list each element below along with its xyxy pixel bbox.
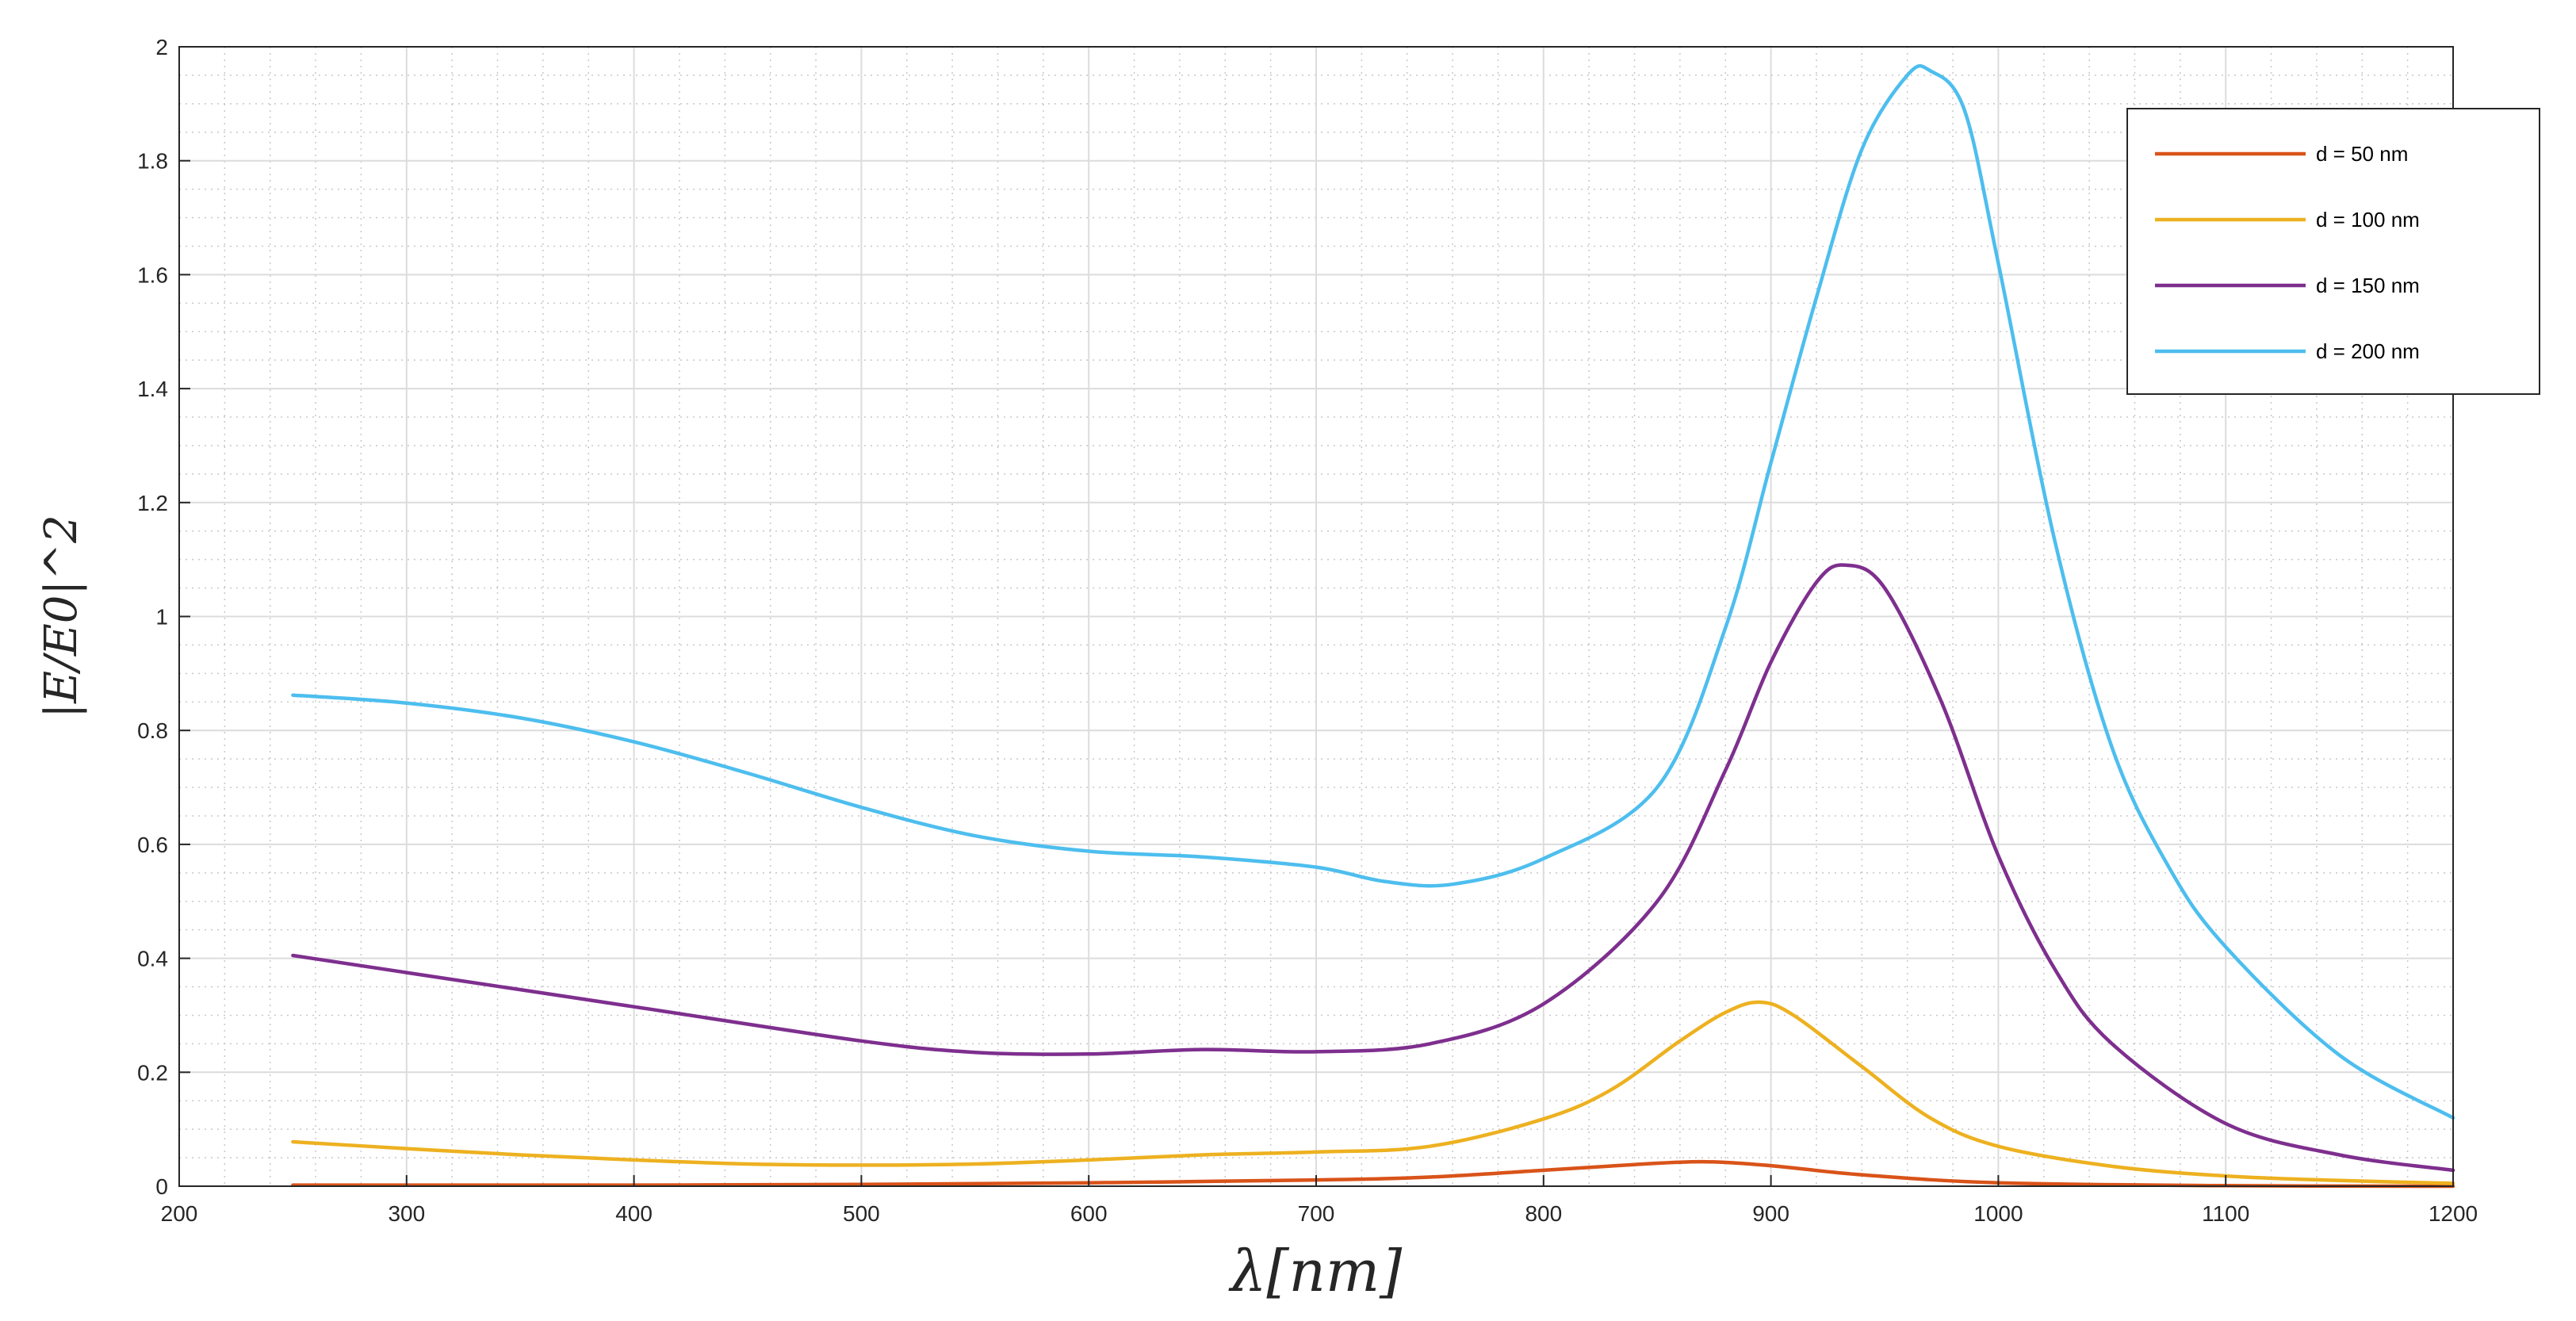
x-axis-ticks: 200 300 400 500 600 700 800 900 1000 1100 1200 bbox=[161, 1175, 2478, 1226]
y-tick-label: 2 bbox=[155, 35, 168, 59]
x-tick-label: 800 bbox=[1525, 1201, 1562, 1226]
x-tick-label: 1200 bbox=[2429, 1201, 2478, 1226]
legend: d = 50 nm d = 100 nm d = 150 nm d = 200 nm bbox=[2126, 108, 2540, 395]
x-tick-label: 200 bbox=[161, 1201, 198, 1226]
x-tick-label: 1000 bbox=[1973, 1201, 2023, 1226]
y-tick-label: 1.8 bbox=[137, 149, 168, 174]
y-tick-label: 1.6 bbox=[137, 262, 168, 287]
y-tick-label: 0.2 bbox=[137, 1060, 168, 1085]
y-tick-label: 1 bbox=[155, 605, 168, 630]
series-group bbox=[291, 63, 2455, 1189]
legend-box bbox=[2126, 108, 2540, 395]
y-axis-ticks: 0 0.2 0.4 0.6 0.8 1 1.2 1.4 1.6 1.8 2 bbox=[137, 35, 190, 1199]
y-tick-label: 0.4 bbox=[137, 947, 168, 971]
x-tick-label: 500 bbox=[843, 1201, 880, 1226]
legend-label-2: d = 100 nm bbox=[2316, 208, 2420, 232]
y-tick-label: 1.2 bbox=[137, 491, 168, 515]
x-tick-label: 400 bbox=[615, 1201, 653, 1226]
x-tick-label: 700 bbox=[1298, 1201, 1335, 1226]
y-tick-label: 0.8 bbox=[137, 718, 168, 743]
y-axis-label: |E/E0|^2 bbox=[36, 515, 87, 718]
y-tick-label: 0 bbox=[155, 1174, 168, 1199]
series-line-3 bbox=[291, 563, 2455, 1173]
x-tick-label: 300 bbox=[388, 1201, 425, 1226]
x-tick-label: 600 bbox=[1070, 1201, 1108, 1226]
series-line-2 bbox=[291, 1000, 2455, 1185]
legend-label-1: d = 50 nm bbox=[2316, 142, 2408, 166]
x-axis-label: λ[nm] bbox=[1228, 1238, 1403, 1304]
y-tick-label: 1.4 bbox=[137, 377, 168, 401]
legend-label-3: d = 150 nm bbox=[2316, 274, 2420, 297]
legend-label-4: d = 200 nm bbox=[2316, 339, 2420, 363]
x-tick-label: 900 bbox=[1752, 1201, 1789, 1226]
series-line-4 bbox=[291, 63, 2455, 1120]
x-tick-label: 1100 bbox=[2202, 1201, 2249, 1226]
y-tick-label: 0.6 bbox=[137, 833, 168, 857]
